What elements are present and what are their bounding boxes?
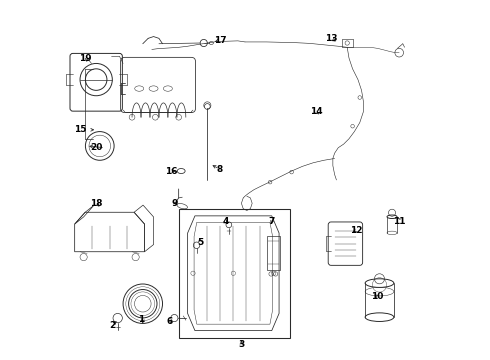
Text: 5: 5	[197, 238, 203, 247]
Text: 6: 6	[167, 317, 173, 326]
Text: 18: 18	[90, 199, 102, 208]
Text: 8: 8	[217, 165, 223, 174]
Text: 4: 4	[222, 217, 228, 226]
Text: 12: 12	[350, 226, 363, 235]
Text: 20: 20	[90, 143, 102, 152]
Bar	[267, 235, 280, 270]
Text: 3: 3	[238, 341, 245, 350]
Text: 1: 1	[138, 315, 144, 324]
Text: 15: 15	[74, 125, 86, 134]
Text: 10: 10	[371, 292, 384, 301]
Text: 19: 19	[79, 54, 92, 63]
Text: 13: 13	[325, 34, 337, 43]
Text: 9: 9	[172, 199, 178, 208]
Text: 2: 2	[109, 321, 116, 330]
Text: 7: 7	[269, 217, 275, 226]
Text: 17: 17	[214, 36, 226, 45]
Bar	[179, 209, 290, 338]
Text: 11: 11	[393, 217, 405, 226]
Text: 16: 16	[165, 167, 178, 176]
Text: 14: 14	[310, 107, 323, 116]
